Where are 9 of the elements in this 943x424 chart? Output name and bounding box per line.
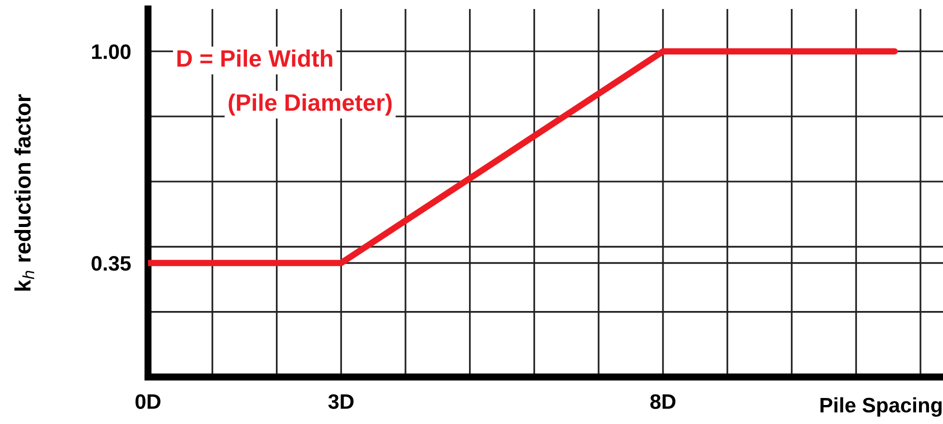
y-tick-label: 1.00 <box>92 44 130 60</box>
y-axis-title: k$_{h}$ reduction factor <box>14 94 34 291</box>
annotation: (Pile Diameter) <box>228 94 392 116</box>
x-tick-label: 0D <box>136 394 160 409</box>
x-axis-title: Pile Spacing <box>820 397 942 417</box>
x-tick-label: 8D <box>650 394 676 409</box>
y-tick-label: 0.35 <box>92 256 131 271</box>
annotation: D = Pile Width <box>177 50 332 67</box>
x-tick-label: 3D <box>328 394 354 409</box>
